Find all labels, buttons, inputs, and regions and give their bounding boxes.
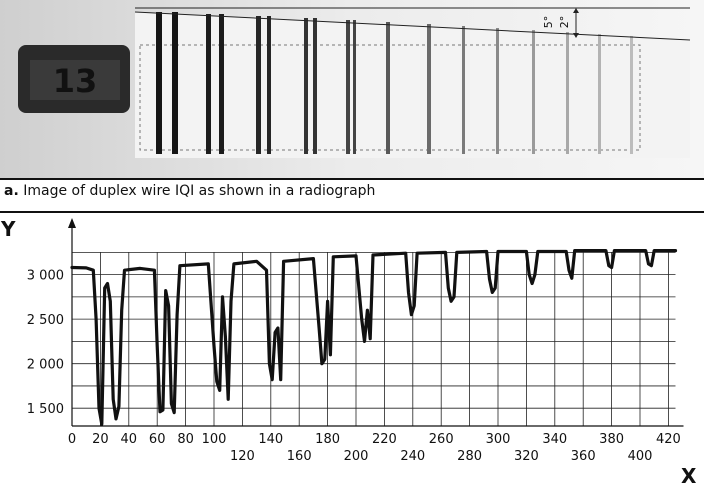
wire-8 [462, 26, 465, 154]
caption-letter: a. [4, 183, 19, 199]
x-tick-label: 180 [315, 432, 340, 447]
x-tick-label: 160 [287, 449, 312, 464]
angle-arrow-head-top [573, 8, 579, 13]
x-tick-label: 120 [230, 449, 255, 464]
x-tick-labels-bottom: 120 160 200 240 280 320 360 400 [230, 449, 652, 464]
x-tick-label: 200 [344, 449, 369, 464]
x-tick-label: 80 [177, 432, 194, 447]
series-line [70, 249, 678, 426]
x-tick-label: 0 [68, 432, 76, 447]
line-chart: 1 500 2 000 2 500 3 000 0 20 40 60 80 100 140 180 2… [0, 217, 697, 485]
wire-pair-2b [219, 14, 224, 154]
chart-axes [68, 218, 684, 427]
wire-pair-3b [267, 16, 271, 154]
x-tick-label: 60 [149, 432, 166, 447]
x-tick-label: 300 [486, 432, 511, 447]
slope-line [134, 11, 691, 41]
wire-13 [630, 36, 633, 154]
y-tick-label: 3 000 [27, 269, 64, 284]
angle-label-2: 2° [558, 16, 571, 29]
wire-9 [496, 28, 499, 154]
y-tick-labels: 1 500 2 000 2 500 3 000 [27, 269, 64, 418]
wire-10 [532, 30, 535, 154]
y-axis-arrow [68, 218, 76, 228]
y-axis-label: Y [0, 217, 16, 241]
duplex-wire-pairs [156, 12, 633, 154]
wire-pair-1b [172, 12, 178, 154]
angle-arrow-head-bottom [573, 33, 579, 38]
wire-pair-1a [156, 12, 162, 154]
x-tick-label: 20 [92, 432, 109, 447]
iqi-strip [135, 12, 690, 158]
wire-pair-3a [256, 16, 261, 154]
marker-block: 13 [18, 45, 130, 113]
x-tick-labels-top: 0 20 40 60 80 100 140 180 220 260 300 340 380 420 [68, 432, 681, 447]
y-tick-label: 2 000 [27, 358, 64, 373]
x-tick-label: 220 [372, 432, 397, 447]
wire-pair-5a [346, 20, 350, 154]
x-tick-label: 40 [121, 432, 138, 447]
x-tick-label: 360 [571, 449, 596, 464]
marker-text: 13 [53, 62, 98, 100]
x-tick-label: 320 [514, 449, 539, 464]
x-tick-label: 100 [202, 432, 227, 447]
caption-text: Image of duplex wire IQI as shown in a r… [23, 183, 376, 199]
radiograph-image: 13 5° 2° [0, 0, 704, 178]
figure-caption: a. Image of duplex wire IQI as shown in … [4, 183, 375, 199]
wire-pair-4a [304, 18, 308, 154]
x-axis-label: X [681, 464, 697, 485]
wire-11 [566, 32, 569, 154]
x-tick-label: 340 [542, 432, 567, 447]
wire-12 [598, 34, 601, 154]
x-tick-label: 240 [400, 449, 425, 464]
x-tick-label: 420 [656, 432, 681, 447]
x-tick-label: 400 [628, 449, 653, 464]
wire-6 [386, 22, 390, 154]
chart-grid [72, 251, 676, 426]
angle-label-5: 5° [542, 16, 555, 29]
y-tick-label: 2 500 [27, 313, 64, 328]
x-tick-label: 380 [599, 432, 624, 447]
wire-7 [427, 24, 431, 154]
x-tick-label: 140 [258, 432, 283, 447]
divider-bottom [0, 211, 704, 213]
x-tick-label: 280 [457, 449, 482, 464]
wire-pair-2a [206, 14, 211, 154]
wire-pair-5b [353, 20, 356, 154]
wire-pair-4b [313, 18, 317, 154]
x-tick-label: 260 [429, 432, 454, 447]
y-tick-label: 1 500 [27, 402, 64, 417]
divider-top [0, 178, 704, 180]
